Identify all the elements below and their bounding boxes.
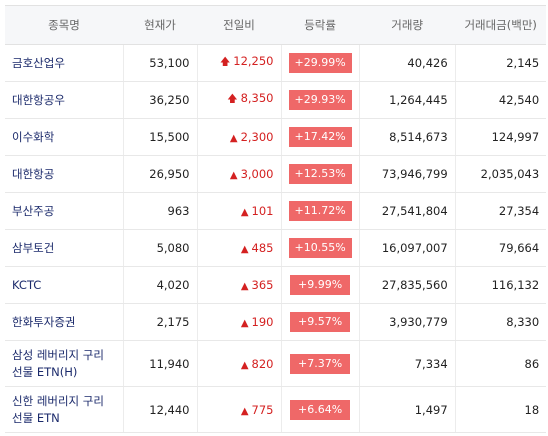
volume: 8,514,673 bbox=[358, 118, 456, 156]
current-price: 963 bbox=[122, 192, 197, 230]
stock-name-link[interactable]: 신한 레버리지 구리 선물 ETN bbox=[5, 386, 123, 433]
rate-badge: +12.53% bbox=[288, 164, 352, 184]
rate-badge: +7.37% bbox=[290, 353, 351, 374]
table-row: 금호산업우 53,100 🡅 12,250 +29.99% 40,426 2,14… bbox=[5, 44, 547, 82]
table-header-row: 종목명 현재가 전일비 등락률 거래량 거래대금(백만) bbox=[5, 5, 547, 45]
rate-badge: +17.42% bbox=[288, 127, 352, 147]
trade-amount: 2,145 bbox=[454, 44, 547, 82]
header-stock-name: 종목명 bbox=[5, 5, 123, 45]
current-price: 53,100 bbox=[122, 44, 197, 82]
price-change: 🡅 8,350 bbox=[196, 81, 281, 119]
change-rate: +29.99% bbox=[280, 44, 360, 82]
price-change: ▲ 775 bbox=[196, 386, 281, 433]
trade-amount: 116,132 bbox=[454, 266, 547, 304]
price-change: ▲ 2,300 bbox=[196, 118, 281, 156]
price-change: ▲ 101 bbox=[196, 192, 281, 230]
up-arrow-icon: 🡅 bbox=[227, 94, 238, 105]
table-row: 삼부토건 5,080 ▲ 485 +10.55% 16,097,007 79,66… bbox=[5, 229, 547, 267]
current-price: 36,250 bbox=[122, 81, 197, 119]
change-rate: +12.53% bbox=[280, 155, 360, 193]
volume: 1,497 bbox=[358, 386, 456, 433]
current-price: 11,940 bbox=[122, 340, 197, 387]
current-price: 2,175 bbox=[122, 303, 197, 341]
trade-amount: 42,540 bbox=[454, 81, 547, 119]
volume: 3,930,779 bbox=[358, 303, 456, 341]
price-change: ▲ 3,000 bbox=[196, 155, 281, 193]
header-volume: 거래량 bbox=[359, 5, 456, 45]
triangle-up-icon: ▲ bbox=[229, 133, 238, 144]
price-change: 🡅 12,250 bbox=[196, 44, 281, 82]
volume: 27,835,560 bbox=[358, 266, 456, 304]
rate-badge: +10.55% bbox=[288, 238, 352, 258]
change-rate: +7.37% bbox=[280, 340, 360, 387]
volume: 73,946,799 bbox=[358, 155, 456, 193]
table-row: 부산주공 963 ▲ 101 +11.72% 27,541,804 27,354 bbox=[5, 192, 547, 230]
rate-badge: +9.99% bbox=[290, 275, 351, 295]
volume: 16,097,007 bbox=[358, 229, 456, 267]
table-row: 신한 레버리지 구리 선물 ETN 12,440 ▲ 775 +6.64% 1,4… bbox=[5, 386, 547, 433]
stock-name-link[interactable]: 금호산업우 bbox=[5, 44, 123, 82]
header-trade-amount: 거래대금(백만) bbox=[455, 5, 547, 45]
stock-name-link[interactable]: 대한항공 bbox=[5, 155, 123, 193]
triangle-up-icon: ▲ bbox=[240, 318, 249, 329]
volume: 40,426 bbox=[358, 44, 456, 82]
header-change-rate: 등락률 bbox=[281, 5, 360, 45]
stock-name-link[interactable]: 삼부토건 bbox=[5, 229, 123, 267]
current-price: 15,500 bbox=[122, 118, 197, 156]
current-price: 12,440 bbox=[122, 386, 197, 433]
table-row: 삼성 레버리지 구리 선물 ETN(H) 11,940 ▲ 820 +7.37% … bbox=[5, 340, 547, 387]
up-arrow-icon: 🡅 bbox=[219, 57, 231, 68]
current-price: 5,080 bbox=[122, 229, 197, 267]
stock-name-link[interactable]: KCTC bbox=[5, 266, 123, 304]
stock-rank-table: 종목명 현재가 전일비 등락률 거래량 거래대금(백만) 금호산업우 53,10… bbox=[5, 5, 547, 433]
change-rate: +6.64% bbox=[280, 386, 360, 433]
trade-amount: 79,664 bbox=[454, 229, 547, 267]
volume: 27,541,804 bbox=[358, 192, 456, 230]
triangle-up-icon: ▲ bbox=[240, 244, 249, 255]
stock-name-link[interactable]: 이수화학 bbox=[5, 118, 123, 156]
triangle-up-icon: ▲ bbox=[240, 207, 249, 218]
table-row: 대한항공 26,950 ▲ 3,000 +12.53% 73,946,799 2,… bbox=[5, 155, 547, 193]
change-rate: +9.57% bbox=[280, 303, 360, 341]
rate-badge: +29.99% bbox=[288, 53, 352, 73]
triangle-up-icon: ▲ bbox=[240, 281, 249, 292]
triangle-up-icon: ▲ bbox=[229, 170, 238, 181]
change-rate: +29.93% bbox=[280, 81, 360, 119]
volume: 1,264,445 bbox=[358, 81, 456, 119]
price-change: ▲ 190 bbox=[196, 303, 281, 341]
rate-badge: +11.72% bbox=[288, 201, 352, 221]
rate-badge: +29.93% bbox=[288, 90, 352, 110]
price-change: ▲ 820 bbox=[196, 340, 281, 387]
rate-badge: +9.57% bbox=[290, 312, 351, 332]
trade-amount: 8,330 bbox=[454, 303, 547, 341]
stock-name-link[interactable]: 한화투자증권 bbox=[5, 303, 123, 341]
stock-name-link[interactable]: 대한항공우 bbox=[5, 81, 123, 119]
change-rate: +9.99% bbox=[280, 266, 360, 304]
trade-amount: 86 bbox=[454, 340, 547, 387]
rate-badge: +6.64% bbox=[290, 399, 351, 420]
stock-name-link[interactable]: 부산주공 bbox=[5, 192, 123, 230]
volume: 7,334 bbox=[358, 340, 456, 387]
table-row: KCTC 4,020 ▲ 365 +9.99% 27,835,560 116,13… bbox=[5, 266, 547, 304]
triangle-up-icon: ▲ bbox=[240, 359, 249, 371]
trade-amount: 18 bbox=[454, 386, 547, 433]
current-price: 4,020 bbox=[122, 266, 197, 304]
trade-amount: 124,997 bbox=[454, 118, 547, 156]
trade-amount: 27,354 bbox=[454, 192, 547, 230]
triangle-up-icon: ▲ bbox=[240, 405, 249, 417]
header-change: 전일비 bbox=[197, 5, 281, 45]
table-row: 대한항공우 36,250 🡅 8,350 +29.93% 1,264,445 42… bbox=[5, 81, 547, 119]
table-row: 이수화학 15,500 ▲ 2,300 +17.42% 8,514,673 124… bbox=[5, 118, 547, 156]
header-current-price: 현재가 bbox=[123, 5, 197, 45]
table-row: 한화투자증권 2,175 ▲ 190 +9.57% 3,930,779 8,330 bbox=[5, 303, 547, 341]
change-rate: +10.55% bbox=[280, 229, 360, 267]
change-rate: +17.42% bbox=[280, 118, 360, 156]
change-rate: +11.72% bbox=[280, 192, 360, 230]
stock-name-link[interactable]: 삼성 레버리지 구리 선물 ETN(H) bbox=[5, 340, 123, 387]
current-price: 26,950 bbox=[122, 155, 197, 193]
price-change: ▲ 365 bbox=[196, 266, 281, 304]
trade-amount: 2,035,043 bbox=[454, 155, 547, 193]
price-change: ▲ 485 bbox=[196, 229, 281, 267]
